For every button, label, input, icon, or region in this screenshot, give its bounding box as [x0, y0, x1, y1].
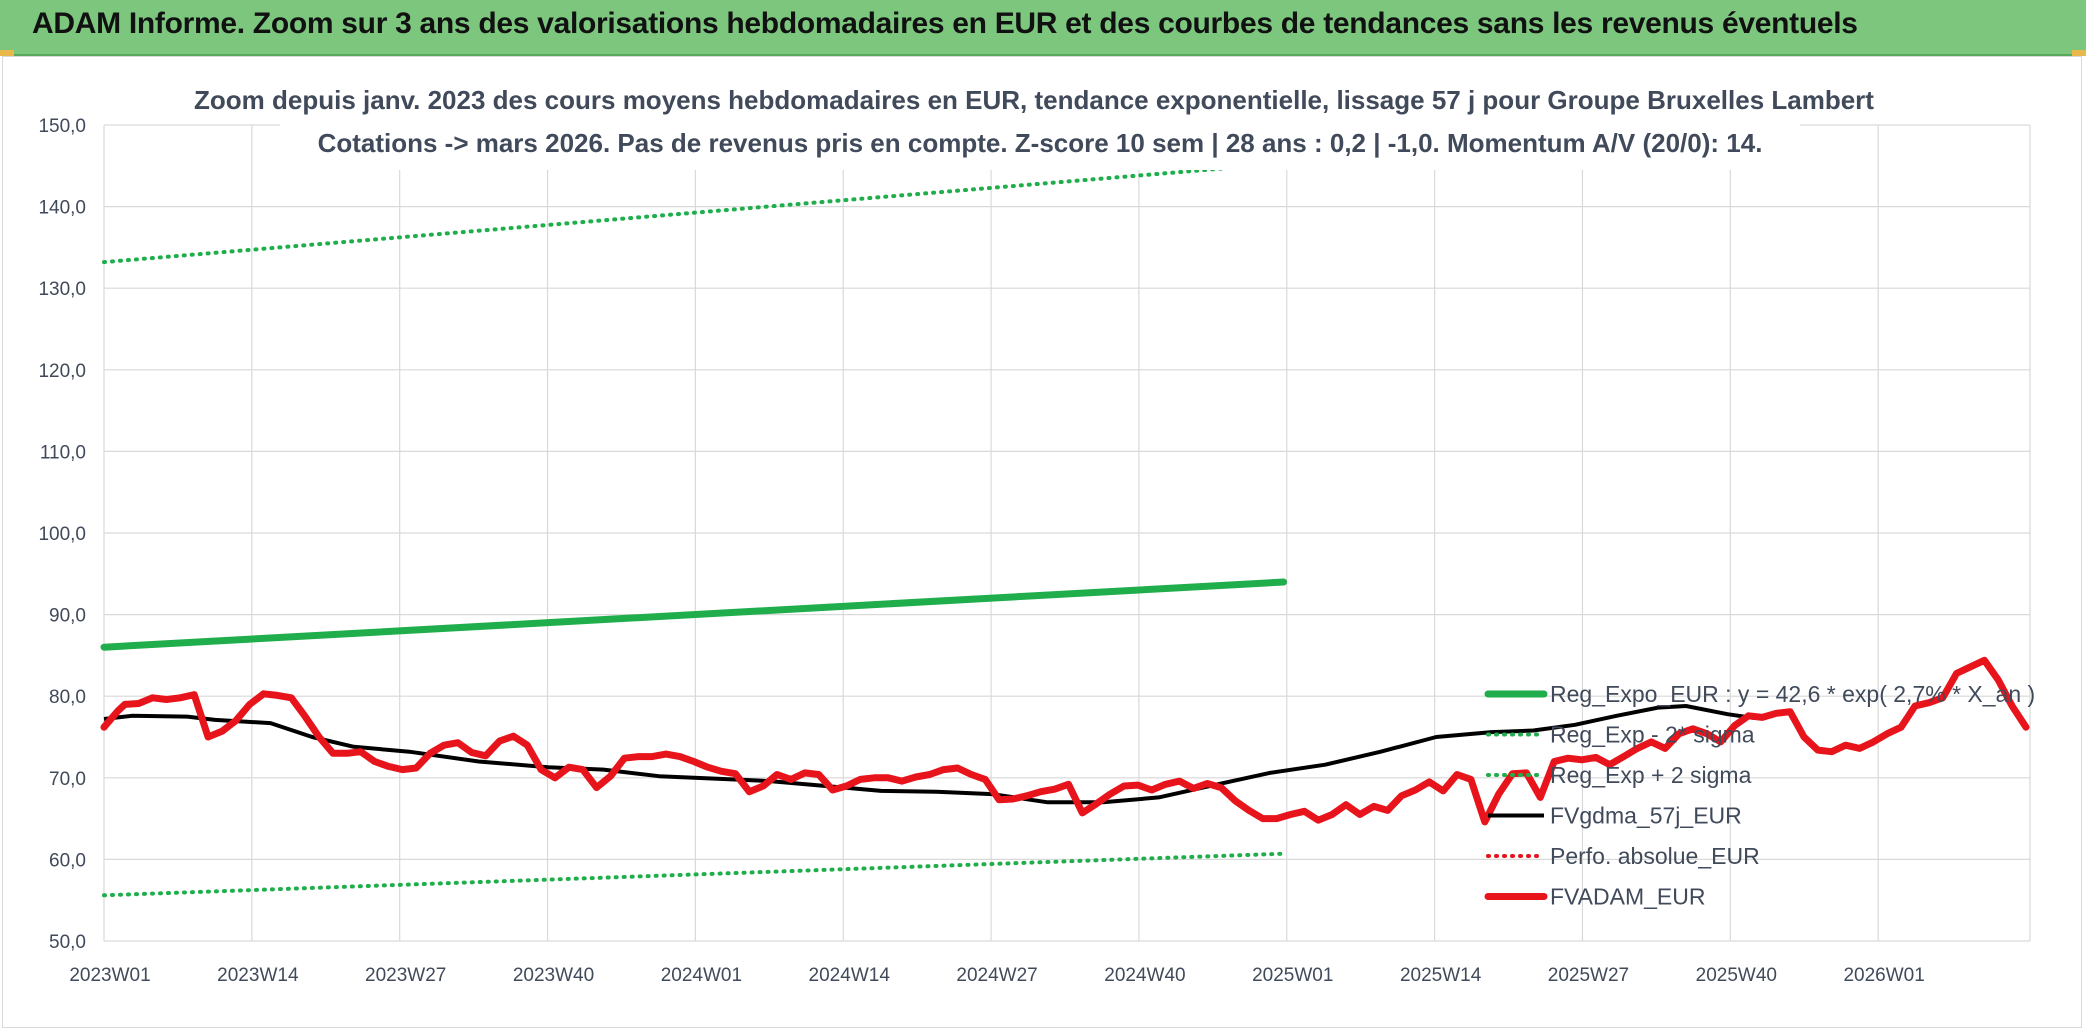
legend-label-1: Reg_Exp - 2* sigma — [1550, 722, 1755, 748]
x-tick-label: 2023W14 — [217, 965, 299, 986]
chart-subtitle: Cotations -> mars 2026. Pas de revenus p… — [318, 128, 1763, 158]
series-line-0 — [100, 578, 1288, 651]
x-tick-label: 2023W01 — [69, 965, 150, 986]
y-tick-label: 110,0 — [40, 442, 86, 463]
legend-label-4: Perfo. absolue_EUR — [1550, 843, 1760, 869]
y-tick-label: 150,0 — [38, 116, 86, 137]
report-title: ADAM Informe. Zoom sur 3 ans des valoris… — [32, 7, 1858, 40]
y-tick-label: 100,0 — [38, 524, 86, 545]
chart-title: Zoom depuis janv. 2023 des cours moyens … — [194, 85, 1874, 115]
x-tick-label: 2023W27 — [365, 965, 446, 986]
y-tick-label: 50,0 — [49, 932, 86, 953]
title-backdrop — [280, 80, 1800, 170]
corner-accent-left — [0, 50, 14, 56]
y-tick-label: 80,0 — [49, 687, 86, 708]
chart-legend: Reg_Expo_EUR : y = 42,6 * exp( 2,7% * X_… — [1484, 681, 2035, 910]
x-tick-label: 2024W27 — [956, 965, 1037, 986]
x-tick-label: 2025W27 — [1548, 965, 1629, 986]
y-tick-label: 120,0 — [38, 361, 86, 382]
corner-accent-right — [2072, 50, 2086, 56]
x-tick-label: 2025W14 — [1400, 965, 1482, 986]
y-tick-label: 140,0 — [38, 198, 86, 219]
x-tick-label: 2024W01 — [661, 965, 742, 986]
series-line-2 — [102, 161, 1286, 265]
y-tick-label: 60,0 — [49, 850, 86, 871]
x-tick-label: 2025W40 — [1696, 965, 1777, 986]
series-line-3 — [103, 704, 1756, 805]
title-banner: ADAM Informe. Zoom sur 3 ans des valoris… — [0, 0, 2086, 56]
legend-label-5: FVADAM_EUR — [1550, 884, 1706, 910]
grid-lines — [103, 124, 2031, 942]
legend-label-3: FVgdma_57j_EUR — [1550, 803, 1742, 829]
y-tick-label: 70,0 — [49, 769, 86, 790]
y-tick-label: 90,0 — [49, 606, 86, 627]
legend-label-0: Reg_Expo_EUR : y = 42,6 * exp( 2,7% * X_… — [1550, 681, 2035, 707]
series-lines — [100, 161, 2030, 898]
x-tick-label: 2025W01 — [1252, 965, 1333, 986]
series-line-1 — [102, 851, 1286, 898]
x-tick-label: 2024W14 — [809, 965, 891, 986]
series-line-5 — [100, 656, 2030, 826]
x-tick-label: 2023W40 — [513, 965, 594, 986]
y-axis-ticks: 50,0 60,0 70,0 80,0 90,0 100,0 110,0 120,0 130,0… — [38, 116, 86, 953]
chart-frame — [2, 56, 2082, 1028]
legend-label-2: Reg_Exp + 2 sigma — [1550, 762, 1752, 788]
x-axis-ticks: 2023W01 2023W14 2023W27 2023W40 2024W01 2024W… — [69, 965, 1924, 986]
y-tick-label: 130,0 — [38, 279, 86, 300]
x-tick-label: 2026W01 — [1843, 965, 1924, 986]
x-tick-label: 2024W40 — [1104, 965, 1185, 986]
